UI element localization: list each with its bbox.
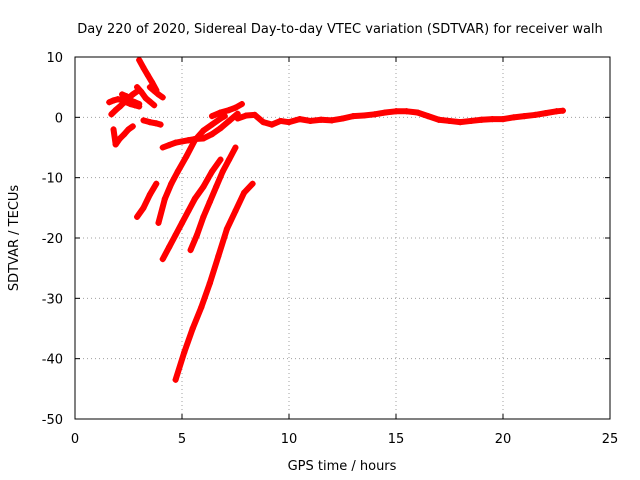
y-tick-label: -50 <box>42 413 63 428</box>
data-point <box>153 87 160 94</box>
data-trace <box>226 110 241 124</box>
series-arc-5 <box>134 84 158 109</box>
data-trace <box>232 189 248 214</box>
y-tick-label: -20 <box>42 232 63 247</box>
data-points <box>106 57 566 383</box>
data-point <box>232 144 239 151</box>
data-trace <box>183 137 198 160</box>
y-tick-label: 0 <box>55 111 63 126</box>
data-trace <box>206 253 222 287</box>
series-arc-9 <box>134 180 160 220</box>
data-point <box>151 102 158 109</box>
data-point <box>217 156 224 163</box>
series-arc-8 <box>140 117 164 128</box>
data-trace <box>241 180 256 196</box>
x-tick-label: 20 <box>495 432 512 447</box>
series-arc-4 <box>119 91 143 108</box>
x-tick-labels: 0 5 10 15 20 25 <box>71 432 618 447</box>
x-tick-label: 25 <box>602 432 619 447</box>
y-tick-label: 10 <box>46 51 63 66</box>
y-tick-label: -30 <box>42 292 63 307</box>
x-tick-label: 15 <box>388 432 405 447</box>
y-axis-label: SDTVAR / TECUs <box>7 185 22 292</box>
data-trace <box>223 207 239 232</box>
data-trace <box>226 144 239 163</box>
data-point <box>559 107 566 114</box>
series-arc-16 <box>234 107 566 128</box>
data-trace <box>193 213 207 238</box>
series-arc-3 <box>110 123 136 148</box>
x-tick-label: 5 <box>178 432 186 447</box>
data-point <box>159 94 166 101</box>
data-point <box>157 121 164 128</box>
data-trace <box>172 349 188 383</box>
grid <box>75 57 610 419</box>
x-tick-label: 10 <box>281 432 298 447</box>
data-trace <box>215 225 230 260</box>
x-axis-label: GPS time / hours <box>288 459 397 474</box>
data-trace <box>146 180 160 198</box>
data-point <box>129 123 136 130</box>
series-arc-13 <box>159 156 224 263</box>
chart-title: Day 220 of 2020, Sidereal Day-to-day VTE… <box>77 22 603 37</box>
data-trace <box>208 156 224 175</box>
data-trace <box>155 195 168 226</box>
data-point <box>238 101 245 108</box>
data-trace <box>181 325 196 356</box>
y-tick-label: -10 <box>42 172 63 187</box>
y-tick-labels: 10 0 -10 -20 -30 -40 -50 <box>42 51 63 428</box>
series-arc-11 <box>159 110 241 151</box>
y-tick-label: -40 <box>42 353 63 368</box>
series-arc-15 <box>172 180 256 383</box>
series-arc-12 <box>208 101 245 120</box>
data-trace <box>189 304 205 332</box>
data-point <box>136 101 143 108</box>
data-point <box>153 180 160 187</box>
series-arc-14 <box>187 144 239 254</box>
series-arc-7 <box>136 57 160 94</box>
data-trace <box>198 280 213 311</box>
plot-frame <box>74 56 611 420</box>
x-tick-label: 0 <box>71 432 79 447</box>
data-point <box>249 180 256 187</box>
